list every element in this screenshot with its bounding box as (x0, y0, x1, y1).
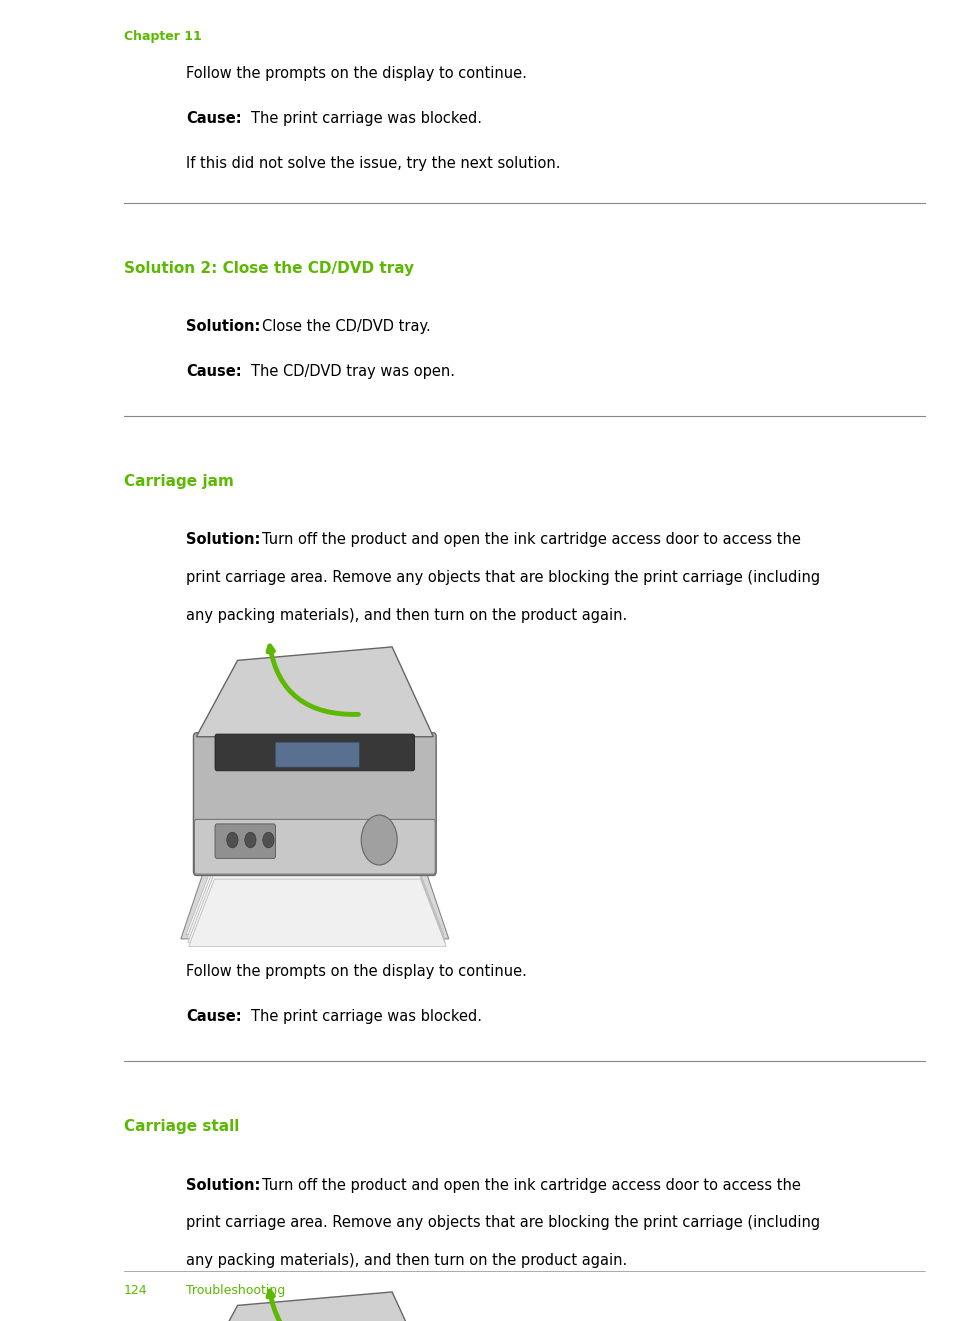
Text: Close the CD/DVD tray.: Close the CD/DVD tray. (262, 318, 431, 334)
Text: Follow the prompts on the display to continue.: Follow the prompts on the display to con… (186, 66, 526, 81)
Text: Chapter 11: Chapter 11 (124, 30, 201, 44)
Text: Troubleshooting: Troubleshooting (186, 1284, 285, 1297)
Polygon shape (186, 867, 443, 934)
Polygon shape (187, 871, 444, 938)
Circle shape (262, 832, 274, 848)
Text: Turn off the product and open the ink cartridge access door to access the: Turn off the product and open the ink ca… (262, 1177, 801, 1193)
Text: Follow the prompts on the display to continue.: Follow the prompts on the display to con… (186, 964, 526, 979)
Polygon shape (196, 1292, 433, 1321)
Text: any packing materials), and then turn on the product again.: any packing materials), and then turn on… (186, 608, 627, 624)
FancyBboxPatch shape (214, 824, 275, 859)
FancyBboxPatch shape (193, 733, 436, 876)
Polygon shape (189, 878, 446, 946)
Text: 124: 124 (124, 1284, 148, 1297)
Text: Cause:: Cause: (186, 111, 241, 125)
Polygon shape (196, 647, 433, 737)
Text: Cause:: Cause: (186, 1009, 241, 1024)
Text: Carriage stall: Carriage stall (124, 1119, 239, 1135)
Text: Solution:: Solution: (186, 318, 260, 334)
FancyBboxPatch shape (194, 819, 435, 875)
Text: Cause:: Cause: (186, 365, 241, 379)
Circle shape (361, 815, 396, 865)
Text: any packing materials), and then turn on the product again.: any packing materials), and then turn on… (186, 1254, 627, 1268)
Text: The print carriage was blocked.: The print carriage was blocked. (251, 1009, 481, 1024)
Text: Carriage jam: Carriage jam (124, 474, 233, 489)
Text: If this did not solve the issue, try the next solution.: If this did not solve the issue, try the… (186, 156, 560, 172)
Text: print carriage area. Remove any objects that are blocking the print carriage (in: print carriage area. Remove any objects … (186, 571, 820, 585)
Text: The CD/DVD tray was open.: The CD/DVD tray was open. (251, 365, 455, 379)
Text: The print carriage was blocked.: The print carriage was blocked. (251, 111, 481, 125)
FancyBboxPatch shape (274, 742, 359, 768)
Circle shape (227, 832, 238, 848)
Text: print carriage area. Remove any objects that are blocking the print carriage (in: print carriage area. Remove any objects … (186, 1215, 820, 1230)
FancyBboxPatch shape (214, 734, 415, 771)
Circle shape (245, 832, 255, 848)
Text: Troubleshooting: Troubleshooting (13, 1069, 23, 1164)
Text: Turn off the product and open the ink cartridge access door to access the: Turn off the product and open the ink ca… (262, 532, 801, 547)
Text: Solution 2: Close the CD/DVD tray: Solution 2: Close the CD/DVD tray (124, 260, 414, 276)
Polygon shape (188, 875, 445, 942)
Text: Solution:: Solution: (186, 1177, 260, 1193)
Text: Solution:: Solution: (186, 532, 260, 547)
Polygon shape (181, 863, 448, 939)
